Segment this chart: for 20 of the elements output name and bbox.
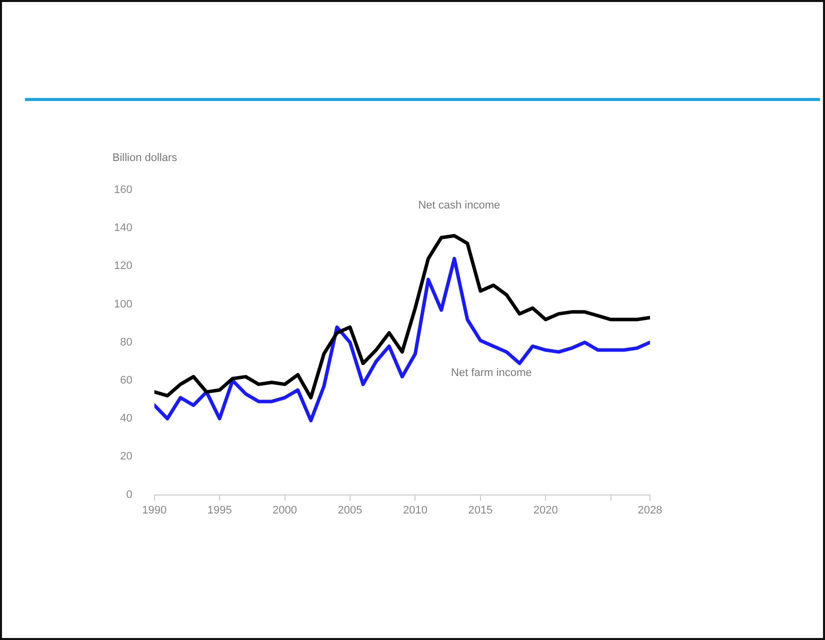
x-tick-label: 2028	[638, 504, 662, 516]
x-tick-label: 2020	[533, 504, 558, 516]
text: Net cash income	[418, 199, 500, 212]
y-tick-label: 120	[114, 260, 132, 272]
y-tick-label: 40	[120, 412, 132, 425]
y-tick-label: 80	[120, 336, 132, 348]
x-tick-label: 2000	[272, 504, 298, 516]
y-tick-label: 160	[114, 184, 132, 196]
x-tick-label: 2010	[402, 504, 428, 516]
y-tick-label: 60	[120, 374, 132, 387]
y-tick-label: 140	[114, 222, 132, 234]
series-label: Net farm income	[451, 366, 532, 379]
x-tick-label: 2015	[468, 504, 493, 516]
x-tick-label: 1990	[142, 504, 167, 516]
y-tick-label: 0	[126, 488, 132, 501]
y-tick-label: 100	[114, 298, 132, 310]
y-tick-label: 20	[120, 450, 132, 463]
x-tick-label: 2005	[338, 504, 362, 516]
y-axis-title: Billion dollars	[112, 152, 178, 164]
x-tick-label: 1995	[207, 504, 232, 516]
